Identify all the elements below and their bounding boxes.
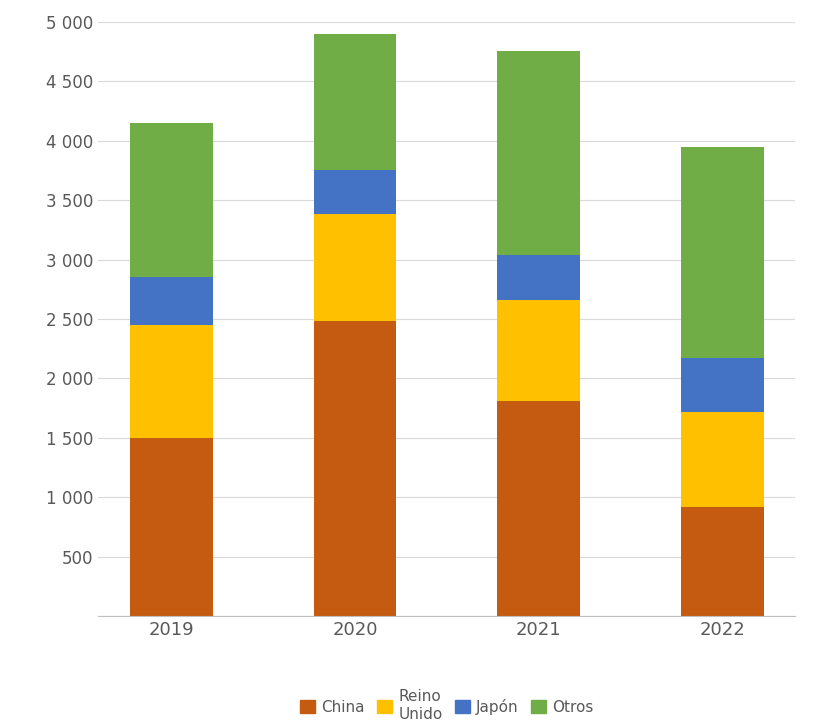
Bar — [497, 401, 579, 616]
Bar — [681, 412, 762, 507]
Bar — [497, 51, 579, 254]
Bar — [130, 278, 212, 325]
Bar — [681, 358, 762, 412]
Bar — [681, 507, 762, 616]
Bar — [497, 254, 579, 300]
Bar — [314, 33, 396, 170]
Bar — [314, 215, 396, 321]
Bar — [681, 146, 762, 358]
Bar — [130, 438, 212, 616]
Bar — [130, 123, 212, 278]
Legend: China, Reino
Unido, Japón, Otros: China, Reino Unido, Japón, Otros — [293, 684, 600, 725]
Bar — [497, 300, 579, 401]
Bar — [314, 321, 396, 616]
Bar — [314, 170, 396, 215]
Bar — [130, 325, 212, 438]
